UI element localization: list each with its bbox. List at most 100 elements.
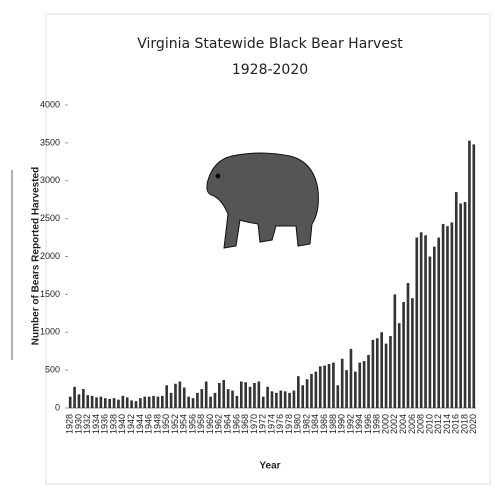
bar [310, 373, 313, 408]
x-tick-label: 2020 [468, 414, 478, 434]
x-tick-label: 1980 [293, 414, 303, 434]
x-tick-label: 1976 [275, 414, 285, 434]
x-tick-label: 1984 [310, 414, 320, 434]
bar [266, 386, 269, 408]
x-tick-label: 1960 [205, 414, 215, 434]
y-tick-label: 3500 [40, 137, 60, 147]
bar [468, 140, 471, 409]
bar [415, 237, 419, 408]
chart-subtitle: 1928-2020 [232, 62, 308, 78]
x-tick-label: 2004 [398, 414, 408, 434]
x-tick-label: 1928 [65, 414, 75, 434]
bar [323, 365, 326, 408]
x-tick-label: 1990 [337, 414, 347, 434]
bar [371, 339, 375, 408]
x-tick-label: 1992 [345, 414, 355, 434]
bar [68, 396, 72, 408]
x-tick-label: 2002 [389, 414, 399, 434]
x-tick-label: 1950 [161, 414, 171, 434]
bar [349, 348, 353, 408]
x-tick-label: 2016 [451, 414, 461, 434]
bar [459, 203, 462, 408]
bar [112, 398, 116, 408]
bar [90, 395, 94, 408]
bar [332, 362, 335, 408]
x-tick-label: 1946 [144, 414, 154, 434]
bar [239, 381, 243, 408]
y-tick-label: 2500 [40, 213, 60, 223]
x-tick-label: 1932 [82, 414, 92, 434]
x-tick-label: 1944 [135, 414, 145, 434]
bar [437, 237, 441, 408]
x-axis-title: Year [259, 461, 280, 472]
x-tick-label: 1972 [258, 414, 268, 434]
bar [169, 392, 173, 408]
y-tick-label: 3000 [40, 175, 60, 185]
chart-title: Virginia Statewide Black Bear Harvest [137, 36, 403, 52]
x-tick-label: 1986 [319, 414, 329, 434]
x-tick-label: 1962 [214, 414, 224, 434]
bar [327, 364, 331, 408]
bar [450, 222, 454, 408]
bar [99, 396, 103, 408]
bar [156, 396, 160, 408]
x-tick-label: 1954 [179, 414, 189, 434]
bar [161, 395, 164, 408]
bar [121, 395, 125, 408]
bar [82, 389, 85, 408]
x-tick-label: 1968 [240, 414, 250, 434]
bar [411, 298, 414, 408]
bar [292, 390, 296, 408]
bar [463, 201, 467, 408]
bar [187, 396, 190, 408]
x-tick-label: 1988 [328, 414, 338, 434]
x-tick-label: 1940 [117, 414, 127, 434]
x-tick-label: 1998 [372, 414, 382, 434]
y-axis-title: Number of Bears Reported Harvested [31, 167, 42, 345]
bar [235, 395, 239, 408]
bar [165, 385, 169, 408]
x-tick-label: 1966 [231, 414, 241, 434]
bar [375, 338, 379, 408]
bar [314, 371, 318, 408]
bar [226, 389, 230, 408]
x-tick-label: 1964 [223, 414, 233, 434]
bar [393, 294, 397, 408]
bar [152, 395, 155, 408]
bar [424, 235, 427, 408]
bar [209, 396, 212, 408]
y-tick-label: 1500 [40, 289, 60, 299]
bar [454, 192, 458, 408]
bar [178, 381, 182, 408]
bar [446, 226, 449, 408]
bar [95, 397, 98, 408]
bar [345, 370, 348, 408]
x-tick-label: 1994 [354, 414, 364, 434]
bar [472, 144, 476, 408]
bar [261, 396, 265, 408]
x-tick-label: 2006 [407, 414, 417, 434]
bar [117, 399, 120, 408]
bar [354, 371, 357, 408]
bar [86, 395, 90, 408]
bar [231, 390, 234, 408]
bar [222, 379, 226, 408]
bar [134, 401, 138, 408]
bar [196, 392, 199, 408]
bar [367, 354, 370, 408]
bar [297, 376, 300, 408]
bar [380, 332, 383, 408]
bar [182, 387, 186, 408]
y-tick-label: 2000 [40, 251, 60, 261]
x-tick-label: 1934 [91, 414, 101, 434]
x-tick-label: 1982 [301, 414, 311, 434]
x-tick-label: 1958 [196, 414, 206, 434]
x-tick-label: 2014 [442, 414, 452, 434]
bar [270, 391, 274, 408]
x-tick-label: 1942 [126, 414, 136, 434]
bar [402, 301, 405, 408]
bar [257, 381, 261, 408]
x-tick-label: 2000 [380, 414, 390, 434]
